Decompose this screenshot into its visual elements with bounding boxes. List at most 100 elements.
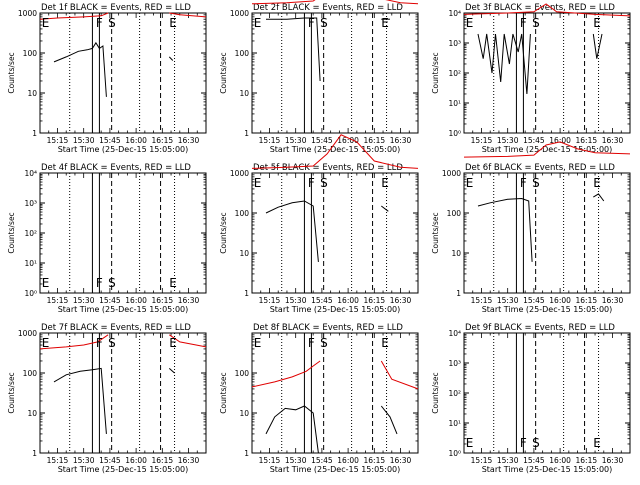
plot-frame	[39, 12, 207, 134]
event-marker-label: E	[381, 336, 389, 350]
event-marker-label: E	[254, 176, 262, 190]
x-tick-label: 16:00	[549, 296, 571, 305]
x-tick-label: 15:30	[73, 296, 95, 305]
event-marker-label: E	[466, 16, 474, 30]
plot-frame	[251, 12, 419, 134]
event-marker-label: S	[532, 16, 540, 30]
x-tick-label: 16:00	[125, 136, 147, 145]
events-series-line	[266, 17, 321, 82]
lld-series-line	[39, 12, 109, 20]
events-series-line	[380, 205, 389, 212]
x-tick-label: 16:30	[602, 296, 624, 305]
lld-series-line	[463, 141, 631, 158]
y-tick-label: 100	[23, 369, 38, 378]
y-tick-label: 100	[235, 369, 250, 378]
x-tick-label: 15:30	[285, 456, 307, 465]
events-series-line	[593, 193, 605, 202]
x-tick-label: 15:45	[99, 296, 121, 305]
y-tick-label: 10³	[448, 39, 461, 48]
y-tick-label: 10³	[448, 359, 461, 368]
plot-title: Det 2f BLACK = Events, RED = LLD	[253, 3, 403, 13]
plot-frame	[39, 172, 207, 294]
event-marker-label: E	[169, 336, 177, 350]
event-marker-label: S	[320, 336, 328, 350]
events-series-line	[380, 405, 398, 435]
plot-title: Det 9f BLACK = Events, RED = LLD	[465, 323, 615, 333]
y-tick-label: 10⁰	[24, 289, 37, 298]
x-tick-label: 15:15	[47, 296, 69, 305]
y-tick-label: 10	[239, 249, 249, 258]
events-series-line	[53, 367, 107, 434]
y-tick-label: 1000	[18, 329, 37, 338]
events-series-line	[168, 56, 174, 61]
y-axis-label: Counts/sec	[431, 372, 440, 413]
event-marker-label: S	[108, 16, 116, 30]
y-tick-label: 10⁰	[448, 449, 461, 458]
x-tick-label: 16:15	[152, 296, 174, 305]
x-tick-label: 15:30	[497, 456, 519, 465]
x-tick-label: 16:15	[364, 136, 386, 145]
events-series-line	[592, 33, 603, 59]
event-marker-label: S	[532, 176, 540, 190]
x-tick-label: 16:00	[125, 456, 147, 465]
x-tick-label: 15:45	[311, 456, 333, 465]
x-tick-label: 15:30	[285, 296, 307, 305]
plot-title: Det 1f BLACK = Events, RED = LLD	[41, 3, 191, 13]
x-axis-label: Start Time (25-Dec-15 15:05:00)	[270, 145, 401, 154]
event-marker-label: S	[532, 436, 540, 450]
y-axis-label: Counts/sec	[219, 52, 228, 93]
event-marker-label: E	[169, 16, 177, 30]
y-tick-label: 100	[235, 209, 250, 218]
events-series-line	[477, 33, 531, 95]
event-marker-label: F	[96, 276, 103, 290]
event-marker-label: E	[466, 176, 474, 190]
x-axis-label: Start Time (25-Dec-15 15:05:00)	[482, 145, 613, 154]
y-tick-label: 10²	[448, 69, 461, 78]
plot-frame	[251, 332, 419, 454]
x-tick-label: 16:15	[576, 296, 598, 305]
x-axis-label: Start Time (25-Dec-15 15:05:00)	[482, 465, 613, 474]
event-marker-label: E	[381, 16, 389, 30]
x-tick-label: 16:30	[178, 296, 200, 305]
event-marker-label: E	[593, 436, 601, 450]
x-tick-label: 15:15	[471, 296, 493, 305]
plot-panel: Det 2f BLACK = Events, RED = LLD 1 10 100 10…	[219, 0, 419, 154]
plot-frame	[463, 12, 631, 134]
y-tick-label: 10	[27, 409, 37, 418]
y-tick-label: 10	[239, 409, 249, 418]
x-tick-label: 16:00	[549, 456, 571, 465]
x-tick-label: 15:45	[311, 136, 333, 145]
event-marker-label: S	[320, 16, 328, 30]
plot-panel: Det 6f BLACK = Events, RED = LLD 1 10 100 10…	[431, 141, 631, 314]
y-tick-label: 100	[23, 49, 38, 58]
y-tick-label: 1	[32, 449, 37, 458]
x-tick-label: 16:30	[178, 136, 200, 145]
x-tick-label: 16:30	[178, 456, 200, 465]
event-marker-label: F	[520, 176, 527, 190]
event-marker-label: E	[593, 176, 601, 190]
x-tick-label: 15:15	[259, 136, 281, 145]
plot-panel: Det 4f BLACK = Events, RED = LLD 10⁰ 10¹ 10…	[7, 163, 207, 314]
x-tick-label: 16:00	[337, 296, 359, 305]
x-tick-label: 15:45	[99, 456, 121, 465]
x-tick-label: 16:15	[152, 136, 174, 145]
y-tick-label: 10²	[24, 229, 37, 238]
plot-frame	[39, 332, 207, 454]
y-tick-label: 100	[235, 49, 250, 58]
event-marker-label: F	[308, 336, 315, 350]
event-marker-label: E	[466, 436, 474, 450]
events-series-line	[265, 200, 319, 262]
plot-title: Det 7f BLACK = Events, RED = LLD	[41, 323, 191, 333]
plot-title: Det 5f BLACK = Events, RED = LLD	[253, 163, 403, 173]
y-tick-label: 1000	[230, 9, 249, 18]
y-axis-label: Counts/sec	[7, 212, 16, 253]
y-tick-label: 1	[244, 129, 249, 138]
x-tick-label: 15:30	[497, 296, 519, 305]
x-axis-label: Start Time (25-Dec-15 15:05:00)	[482, 305, 613, 314]
x-axis-label: Start Time (25-Dec-15 15:05:00)	[270, 305, 401, 314]
x-tick-label: 16:00	[337, 136, 359, 145]
lld-series-line	[251, 134, 419, 169]
lld-series-line	[463, 3, 631, 17]
x-tick-label: 16:15	[576, 136, 598, 145]
